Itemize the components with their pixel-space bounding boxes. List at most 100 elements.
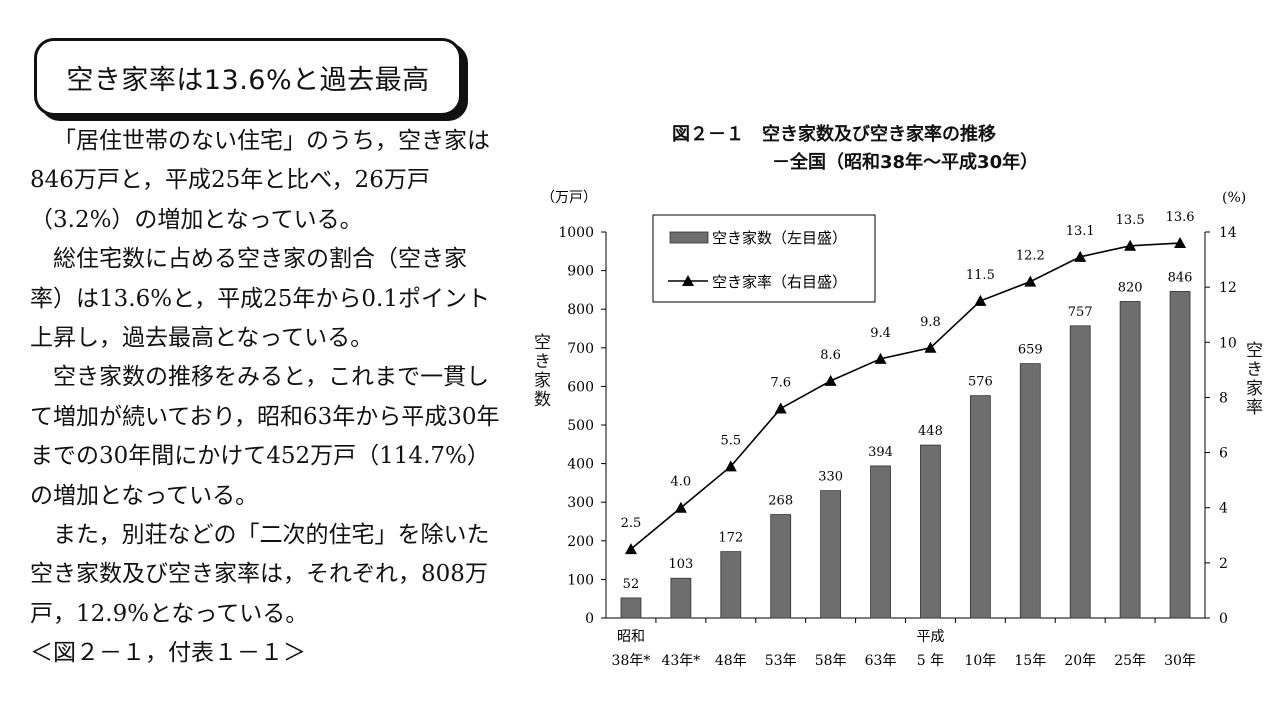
right-tick-label: 4	[1219, 501, 1228, 517]
left-tick-label: 1000	[558, 225, 594, 241]
paragraph-3: 空き家数の推移をみると，これまで一貫して増加が続いており，昭和63年から平成30…	[30, 364, 500, 509]
category-label: 5 年	[917, 653, 944, 669]
rate-marker	[824, 374, 837, 386]
rate-value-label: 13.1	[1066, 224, 1095, 239]
figure-reference: ＜図２－１，付表１－１＞	[30, 640, 306, 667]
rate-value-label: 7.6	[770, 375, 791, 390]
rate-marker	[874, 352, 887, 364]
right-tick-label: 6	[1219, 446, 1228, 462]
figure-title: 図２－１ 空き家数及び空き家率の推移	[672, 124, 996, 145]
left-tick-label: 300	[567, 495, 594, 511]
category-label: 15年	[1014, 653, 1046, 669]
rate-marker	[674, 501, 687, 513]
bar-value-label: 757	[1068, 305, 1093, 320]
category-label: 43年*	[661, 653, 700, 669]
rate-value-label: 12.2	[1016, 249, 1045, 264]
left-tick-label: 200	[567, 534, 594, 550]
bar-value-label: 330	[818, 470, 843, 485]
category-label: 25年	[1114, 653, 1146, 669]
left-tick-label: 700	[567, 341, 594, 357]
figure-subtitle: －全国（昭和38年～平成30年）	[772, 152, 1039, 173]
bar	[670, 577, 692, 619]
category-label: 53年	[765, 653, 797, 669]
bar	[1119, 301, 1141, 619]
era-label: 平成	[916, 629, 944, 645]
right-tick-label: 0	[1219, 611, 1228, 627]
left-axis-unit: （万戸）	[541, 190, 597, 206]
right-tick-label: 10	[1219, 335, 1237, 351]
legend-line-label: 空き家率（右目盛）	[712, 273, 847, 291]
right-tick-label: 14	[1219, 225, 1237, 241]
left-tick-label: 800	[567, 302, 594, 318]
category-label: 58年	[815, 653, 847, 669]
category-label: 63年	[865, 653, 897, 669]
left-tick-label: 100	[567, 572, 594, 588]
left-tick-label: 500	[567, 418, 594, 434]
paragraph-1: 「居住世帯のない住宅」のうち，空き家は846万戸と，平成25年と比べ，26万戸（…	[30, 128, 490, 233]
left-tick-label: 400	[567, 457, 594, 473]
bar-value-label: 172	[718, 531, 743, 546]
bar	[770, 514, 792, 619]
bar-value-label: 103	[668, 557, 693, 572]
bar-value-label: 576	[968, 375, 993, 390]
era-label: 昭和	[617, 629, 645, 645]
rate-marker	[1024, 275, 1037, 287]
right-tick-label: 8	[1219, 390, 1228, 406]
left-tick-label: 0	[585, 611, 594, 627]
bar	[1069, 325, 1091, 619]
category-label: 30年	[1164, 653, 1196, 669]
category-label: 10年	[964, 653, 996, 669]
bar-value-label: 846	[1168, 270, 1193, 285]
rate-value-label: 2.5	[621, 516, 642, 531]
category-label: 48年	[715, 653, 747, 669]
bar-value-label: 52	[623, 577, 640, 592]
rate-value-label: 9.8	[920, 315, 941, 330]
rate-marker	[774, 402, 787, 414]
rate-marker	[974, 294, 987, 306]
category-label: 20年	[1064, 653, 1096, 669]
bar	[1169, 291, 1191, 619]
bar-value-label: 448	[918, 424, 943, 439]
rate-marker	[1174, 237, 1187, 249]
legend-bar-label: 空き家数（左目盛）	[712, 229, 847, 247]
rate-value-label: 8.6	[820, 348, 841, 363]
headline-box: 空き家率は13.6%と過去最高	[34, 38, 462, 116]
bar-value-label: 820	[1118, 280, 1143, 295]
bar	[720, 551, 742, 619]
rate-value-label: 4.0	[671, 475, 692, 490]
rate-value-label: 5.5	[720, 433, 741, 448]
paragraph-2: 総住宅数に占める空き家の割合（空き家率）は13.6%と，平成25年から0.1ポイ…	[30, 246, 490, 352]
legend-line-marker	[682, 275, 694, 286]
right-axis-unit: (%)	[1222, 190, 1246, 206]
right-tick-label: 12	[1219, 280, 1237, 296]
bar-value-label: 394	[868, 445, 893, 460]
paragraph-4: また，別荘などの「二次的住宅」を除いた空き家数及び空き家率は，それぞれ，808万…	[30, 522, 490, 627]
left-tick-label: 600	[567, 379, 594, 395]
rate-value-label: 11.5	[966, 268, 995, 283]
right-axis-label: 空き家率	[1242, 341, 1262, 417]
headline-text: 空き家率は13.6%と過去最高	[66, 64, 430, 96]
bar-value-label: 268	[768, 494, 793, 509]
rate-marker	[1074, 250, 1087, 262]
legend-bar-swatch	[669, 231, 709, 244]
rate-marker	[624, 543, 637, 555]
bar-value-label: 659	[1018, 343, 1043, 358]
rate-marker	[1124, 239, 1137, 251]
rate-value-label: 13.6	[1166, 210, 1195, 225]
legend-box	[652, 214, 876, 303]
category-label: 38年*	[612, 653, 651, 669]
left-axis-label: 空き家数	[530, 333, 550, 409]
body-text: 「居住世帯のない住宅」のうち，空き家は846万戸と，平成25年と比べ，26万戸（…	[30, 122, 500, 674]
rate-marker	[724, 460, 737, 472]
rate-line	[630, 242, 1181, 550]
bar	[870, 465, 891, 619]
right-tick-label: 2	[1219, 556, 1228, 572]
bar	[820, 490, 842, 619]
bar	[920, 444, 941, 619]
left-tick-label: 900	[567, 264, 594, 280]
rate-value-label: 13.5	[1116, 213, 1145, 228]
rate-marker	[924, 341, 937, 353]
rate-value-label: 9.4	[870, 326, 891, 341]
bar	[620, 597, 642, 619]
